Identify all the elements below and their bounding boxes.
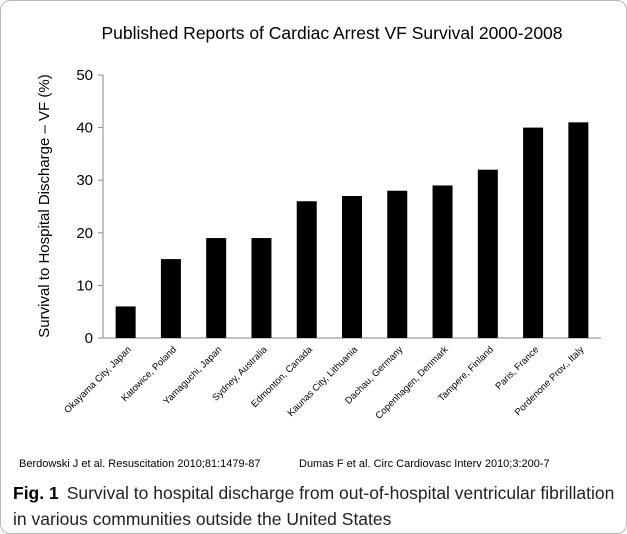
caption-text: Survival to hospital discharge from out-…: [13, 483, 615, 529]
reference: Dumas F et al. Circ Cardiovasc Interv 20…: [299, 458, 550, 470]
bar: [342, 195, 362, 338]
bar: [568, 122, 589, 338]
reference: Berdowski J et al. Resuscitation 2010;81…: [19, 458, 261, 470]
x-tick-label: Okayama City, Japan: [62, 344, 134, 416]
x-tick-label: Paris, France: [493, 344, 541, 392]
bar: [251, 238, 272, 338]
chart-title: Published Reports of Cardiac Arrest VF S…: [101, 23, 562, 43]
caption: Fig. 1 Survival to hospital discharge fro…: [13, 480, 619, 532]
bar: [477, 169, 498, 338]
y-tick-label: 40: [76, 120, 93, 137]
y-tick-label: 20: [76, 225, 93, 242]
caption-label: Fig. 1: [13, 483, 59, 503]
y-tick-label: 10: [76, 277, 93, 294]
y-tick-label: 50: [76, 67, 93, 84]
bar: [206, 238, 227, 338]
y-tick-label: 0: [85, 330, 93, 347]
bar: [296, 201, 317, 338]
bar: [523, 127, 544, 338]
bar: [115, 306, 136, 338]
bar: [432, 185, 453, 338]
bar: [387, 190, 408, 338]
y-tick-label: 30: [76, 172, 93, 189]
y-axis-label: Survival to Hospital Discharge – VF (%): [36, 74, 53, 337]
chart: Published Reports of Cardiac Arrest VF S…: [19, 23, 601, 470]
bar: [160, 259, 181, 338]
